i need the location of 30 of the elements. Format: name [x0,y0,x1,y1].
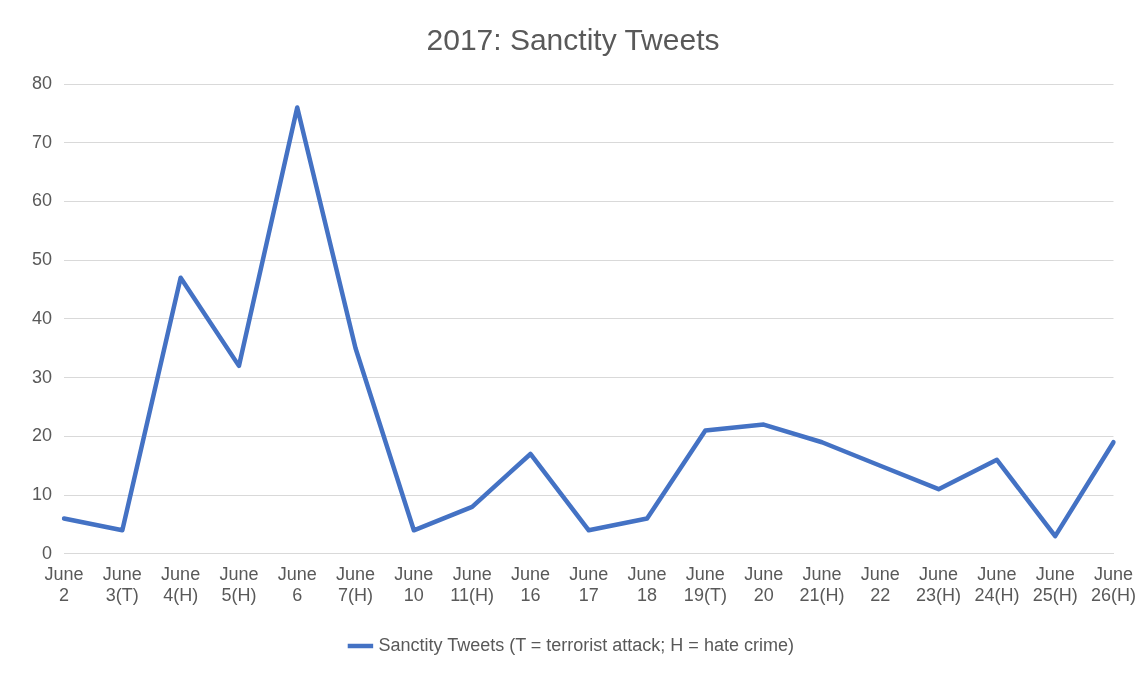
y-tick-label: 50 [31,249,53,270]
x-tick-label: June 25(H) [1032,563,1078,606]
chart-title: 2017: Sanctity Tweets [426,23,720,57]
legend-label: Sanctity Tweets (T = terrorist attack; H = hate crime) [378,634,794,655]
x-tick-label: June 20 [744,563,784,606]
x-tick-label: June 17 [569,563,609,606]
y-tick-label: 60 [31,190,53,211]
y-tick-label: 20 [31,425,53,446]
x-tick-label: June 23(H) [916,563,962,606]
x-tick-label: June 3(T) [102,563,142,606]
y-tick-label: 70 [31,131,53,152]
y-tick-label: 80 [31,72,53,93]
y-tick-label: 30 [31,366,53,387]
x-tick-label: June 16 [510,563,550,606]
x-tick-label: June 18 [627,563,667,606]
x-tick-label: June 7(H) [336,563,376,606]
x-tick-label: June 19(T) [683,563,727,606]
x-tick-label: June 22 [860,563,900,606]
y-tick-label: 40 [31,307,53,328]
x-tick-label: June 4(H) [161,563,201,606]
x-tick-label: June 11(H) [450,563,494,606]
x-tick-label: June 6 [277,563,317,606]
x-tick-label: June 26(H) [1090,563,1136,606]
y-tick-label: 0 [42,542,53,563]
x-tick-label: June 21(H) [799,563,845,606]
x-tick-label: June 2 [44,563,84,606]
x-tick-label: June 5(H) [219,563,259,606]
x-tick-label: June 10 [394,563,434,606]
x-tick-label: June 24(H) [974,563,1020,606]
y-tick-label: 10 [31,484,53,505]
